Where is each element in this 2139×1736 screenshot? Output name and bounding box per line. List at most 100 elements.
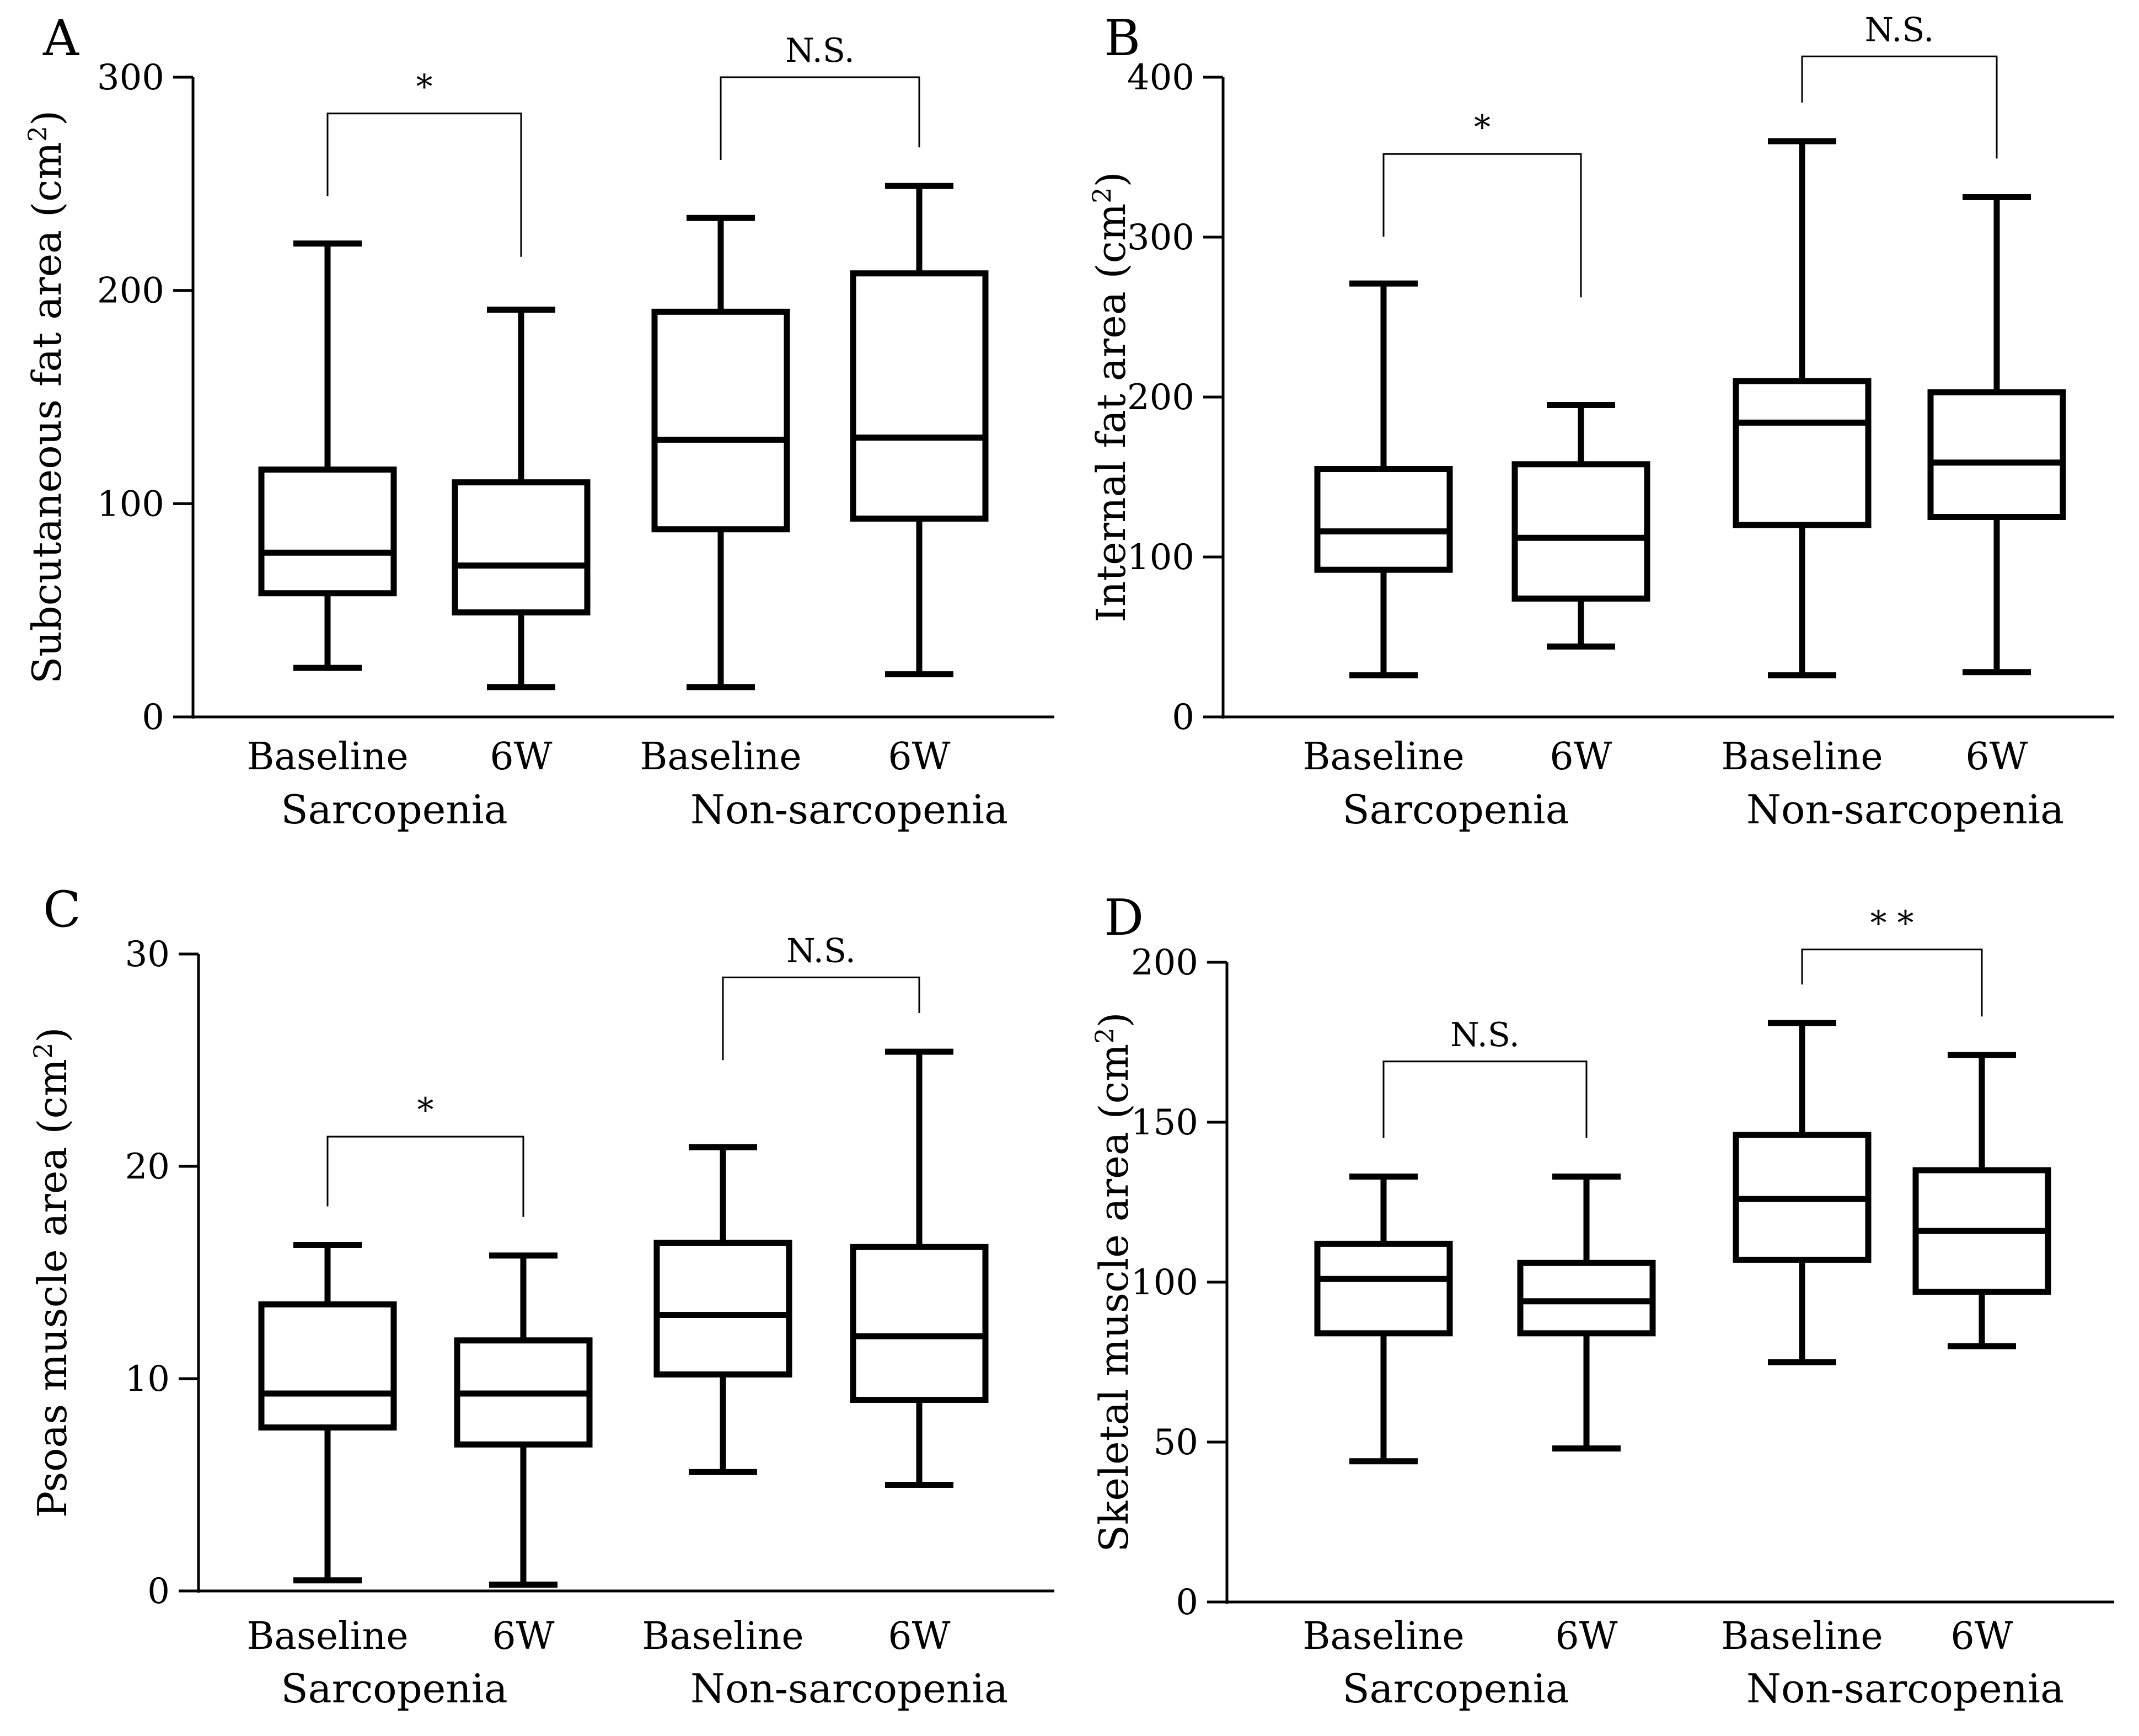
y-tick-label: 200 [1131, 942, 1198, 983]
category-label: Baseline [640, 735, 801, 779]
box-4 [1927, 194, 2066, 676]
y-tick-label: 0 [142, 697, 164, 738]
box-4 [850, 1048, 989, 1488]
category-label: 6W [1550, 735, 1612, 779]
y-tick-label: 300 [1127, 217, 1194, 258]
bracket-line [1382, 1060, 1588, 1138]
group-label: Non-sarcopenia [1746, 786, 2064, 833]
significance-label: * [1474, 108, 1491, 147]
y-tick-label: 100 [97, 484, 164, 524]
box-iqr [1733, 378, 1872, 528]
bracket-line [326, 112, 522, 257]
group-label: Sarcopenia [1342, 1665, 1569, 1712]
category-label: Baseline [1721, 1615, 1883, 1658]
y-axis-title-end: ) [1091, 1012, 1137, 1027]
significance-label: N.S. [1450, 1016, 1520, 1054]
category-label: 6W [888, 1615, 950, 1658]
y-axis-title-main: Skeletal muscle area (cm [1091, 1044, 1137, 1552]
box-iqr [850, 1244, 989, 1403]
box-3 [651, 215, 790, 690]
group-label: Non-sarcopenia [690, 786, 1008, 833]
panel-a: A 0 100 200 300 Subcutaneous fat area (cm2) * N… [23, 9, 1054, 833]
box-iqr [258, 1301, 397, 1431]
bracket-line [1382, 153, 1582, 298]
box-iqr [1314, 466, 1453, 573]
category-label: 6W [490, 735, 552, 779]
significance-label: N.S. [1865, 10, 1934, 49]
box-iqr [850, 270, 989, 522]
significance-label: * [416, 68, 433, 106]
y-tick-label: 150 [1131, 1102, 1198, 1143]
box-1 [1314, 1174, 1453, 1465]
comparison-bracket: N.S. [1382, 1016, 1588, 1138]
category-label: 6W [492, 1615, 554, 1658]
y-axis-title-end: ) [1088, 172, 1134, 187]
bracket-line [1801, 55, 1998, 159]
y-tick-label: 50 [1154, 1422, 1198, 1463]
box-1 [258, 1241, 397, 1584]
group-label: Non-sarcopenia [690, 1665, 1008, 1712]
comparison-bracket: * [326, 1091, 524, 1217]
panel-letter: C [43, 881, 81, 939]
category-label: Baseline [1302, 1615, 1464, 1658]
group-label: Sarcopenia [281, 786, 507, 833]
y-axis-title: Subcutaneous fat area (cm2) [23, 110, 70, 684]
category-label: Baseline [1302, 735, 1464, 779]
bracket-line [1801, 949, 1983, 1017]
category-label: Baseline [246, 735, 408, 779]
comparison-bracket: * * [1801, 904, 1983, 1017]
y-tick-label: 200 [1127, 377, 1194, 418]
comparison-bracket: N.S. [722, 931, 920, 1060]
box-2 [454, 1252, 593, 1588]
y-axis-title-main: Psoas muscle area (cm [29, 1059, 76, 1518]
box-iqr [1314, 1240, 1453, 1337]
y-axis-title-main: Subcutaneous fat area (cm [24, 142, 70, 684]
category-label: Baseline [642, 1615, 803, 1658]
significance-label: * * [1870, 904, 1913, 942]
category-label: 6W [1965, 735, 2028, 779]
y-tick-label: 100 [1127, 537, 1194, 578]
bracket-line [720, 76, 920, 160]
significance-label: * [417, 1091, 434, 1129]
y-axis-title: Internal fat area (cm2) [1087, 172, 1134, 622]
box-iqr [651, 308, 790, 533]
y-tick-label: 10 [125, 1359, 170, 1400]
y-axis-title-sup: 2 [1087, 187, 1117, 203]
y-axis-title-end: ) [29, 1027, 76, 1043]
box-iqr [1517, 1260, 1656, 1337]
y-tick-label: 100 [1131, 1262, 1198, 1303]
category-label: Baseline [246, 1615, 408, 1658]
box-1 [258, 240, 397, 671]
box-2 [1511, 402, 1650, 650]
y-axis-title-sup: 2 [1090, 1027, 1119, 1043]
comparison-bracket: N.S. [720, 31, 920, 160]
y-tick-label: 200 [97, 271, 164, 312]
category-label: Baseline [1721, 735, 1883, 779]
significance-label: N.S. [785, 31, 855, 70]
y-axis-title-end: ) [24, 110, 70, 126]
y-tick-label: 20 [125, 1146, 170, 1187]
box-3 [653, 1144, 792, 1475]
category-label: 6W [888, 735, 950, 779]
bracket-line [722, 976, 920, 1060]
box-iqr [1511, 461, 1650, 602]
y-tick-label: 0 [147, 1571, 170, 1612]
panel-b: B 0 100 200 300 400 Internal fat area (cm2) * N.… [1087, 9, 2114, 833]
box-4 [850, 183, 989, 678]
box-4 [1912, 1052, 2051, 1349]
box-3 [1733, 138, 1872, 679]
box-iqr [258, 466, 397, 597]
box-2 [452, 306, 591, 690]
box-iqr [1927, 389, 2066, 520]
panel-letter: D [1104, 889, 1144, 947]
y-axis-title: Psoas muscle area (cm2) [28, 1027, 76, 1518]
y-tick-label: 400 [1127, 57, 1194, 98]
box-2 [1517, 1174, 1656, 1452]
y-tick-label: 0 [1176, 1582, 1198, 1623]
box-3 [1733, 1020, 1872, 1365]
comparison-bracket: * [326, 68, 522, 257]
panel-letter: B [1104, 9, 1140, 67]
panel-letter: A [42, 9, 79, 67]
y-axis-title-sup: 2 [23, 126, 52, 142]
group-label: Non-sarcopenia [1746, 1665, 2064, 1712]
